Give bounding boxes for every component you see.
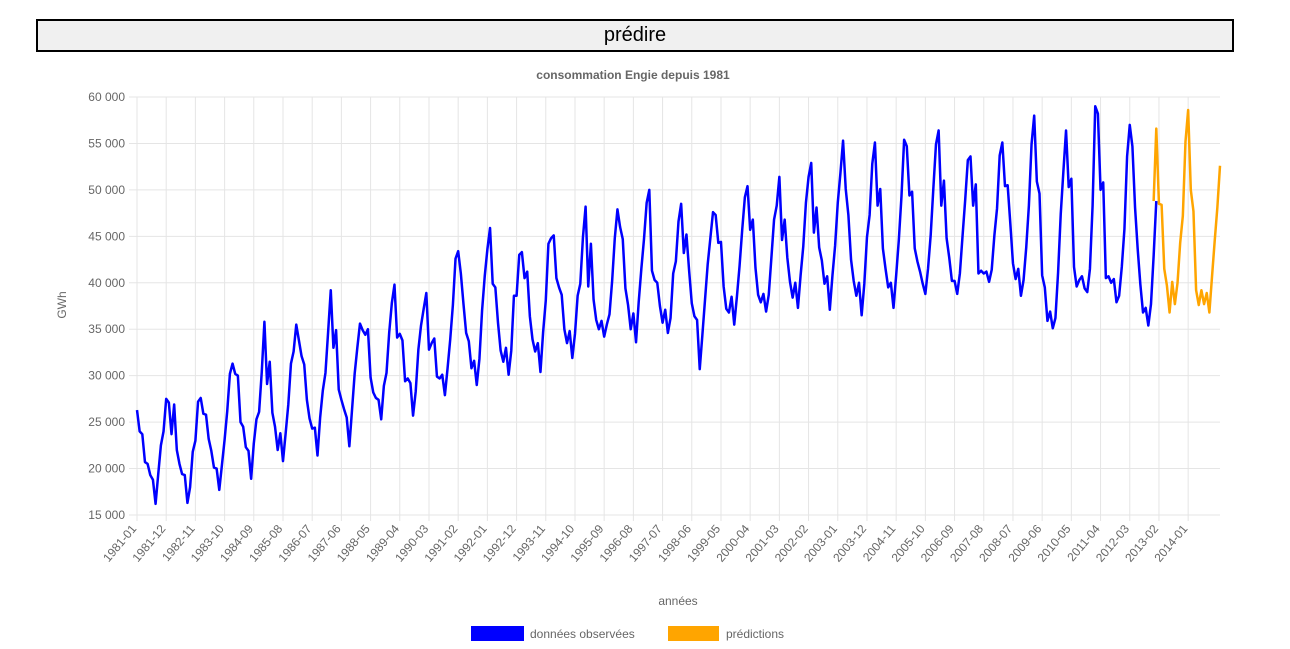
y-tick-label: 30 000 bbox=[88, 369, 125, 383]
y-tick-label: 35 000 bbox=[88, 322, 125, 336]
legend-label-predictions[interactable]: prédictions bbox=[726, 627, 784, 641]
predict-button[interactable]: prédire bbox=[36, 19, 1234, 52]
y-tick-label: 25 000 bbox=[88, 415, 125, 429]
consumption-chart: consommation Engie depuis 1981 15 000 20 … bbox=[55, 68, 1222, 641]
y-tick-label: 15 000 bbox=[88, 508, 125, 522]
y-tick-label: 60 000 bbox=[88, 90, 125, 104]
x-axis-label: années bbox=[658, 594, 697, 608]
observed-series-line bbox=[135, 105, 1158, 506]
x-axis-ticks: 1981-011981-121982-111983-101984-091985-… bbox=[100, 522, 1190, 565]
legend[interactable]: données observées prédictions bbox=[471, 626, 784, 641]
chart-title: consommation Engie depuis 1981 bbox=[536, 68, 730, 82]
data-series bbox=[135, 105, 1222, 506]
y-axis-ticks: 15 000 20 000 25 000 30 000 35 000 40 000 45 0… bbox=[88, 90, 125, 522]
y-tick-label: 55 000 bbox=[88, 136, 125, 150]
legend-swatch-observed[interactable] bbox=[471, 626, 524, 641]
y-tick-label: 50 000 bbox=[88, 183, 125, 197]
legend-swatch-predictions[interactable] bbox=[668, 626, 719, 641]
predictions-series-line bbox=[1152, 108, 1222, 314]
legend-label-observed[interactable]: données observées bbox=[530, 627, 635, 641]
y-tick-label: 40 000 bbox=[88, 276, 125, 290]
y-axis-label: GWh bbox=[55, 291, 69, 318]
y-tick-label: 45 000 bbox=[88, 229, 125, 243]
y-tick-label: 20 000 bbox=[88, 462, 125, 476]
